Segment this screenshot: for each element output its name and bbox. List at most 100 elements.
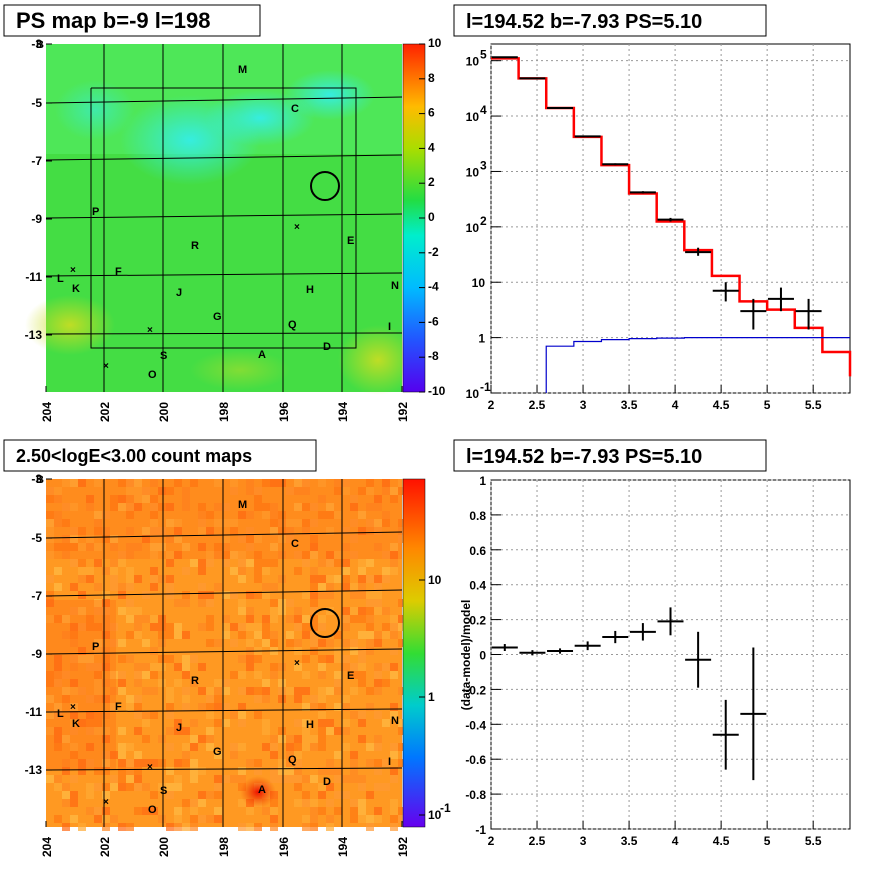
spectrum-y-tick-label: 10 — [466, 387, 480, 401]
count-map-region-label: L — [57, 708, 64, 720]
count-map-title-box — [3, 439, 317, 472]
residual-x-tick-label: 4.5 — [713, 834, 730, 848]
ps-map-y-tick-label: -11 — [25, 270, 42, 284]
svg-text:×: × — [294, 658, 300, 669]
ps-map-cb-tick-label: 10 — [428, 36, 442, 50]
residual-y-ticks: 1 0.8 0.6 0.4 0.2 0 -0.2 -0.4 -0.6 -0.8 -1 — [465, 474, 501, 837]
svg-text:×: × — [147, 325, 153, 336]
ps-map-x-tick-label: 202 — [98, 402, 112, 422]
count-map-region-label: H — [306, 719, 314, 731]
ps-map-region-label: I — [388, 321, 391, 333]
spectrum-y-tick-label: 10 — [466, 55, 480, 69]
count-cb-tick-10: 10 — [428, 573, 442, 587]
count-map-y-tick-label: -13 — [25, 763, 43, 777]
count-map-panel: 2.50<logE<3.00 count maps × — [3, 439, 451, 857]
count-map-region-label: S — [160, 785, 167, 797]
ps-map-region-label: B — [36, 39, 44, 51]
ps-map-cb-tick-label: 0 — [428, 210, 435, 224]
ps-map-x-tick-label: 194 — [336, 402, 350, 422]
count-map-x-tick-label: 194 — [336, 837, 350, 857]
ps-map-region-label: G — [213, 311, 222, 323]
ps-map-cb-tick-label: -6 — [428, 314, 439, 328]
spectrum-x-tick-label: 3.5 — [621, 398, 638, 412]
residual-x-tick-label: 2 — [488, 834, 495, 848]
residual-y-axis-label: (data-model)/model — [459, 600, 473, 711]
count-map-heatmap: × × × × M C P R E LK F J H N G Q I D A SO B — [36, 474, 406, 831]
ps-map-title: PS map b=-9 l=198 — [16, 8, 210, 33]
count-map-y-tick-label: -5 — [31, 531, 42, 545]
ps-map-y-tick-label: -5 — [31, 96, 42, 110]
ps-map-region-label: M — [238, 64, 247, 76]
residual-y-tick-label: -0.4 — [465, 718, 486, 732]
residual-title-box — [453, 439, 767, 472]
count-map-y-tick-label: -11 — [25, 705, 42, 719]
count-map-region-label: C — [291, 538, 299, 550]
svg-text:×: × — [103, 361, 109, 372]
ps-map-region-label: J — [176, 287, 182, 299]
residual-grid — [490, 479, 850, 830]
ps-map-cb-tick-label: 4 — [428, 140, 435, 154]
residual-x-tick-label: 5 — [764, 834, 771, 848]
residual-x-tick-label: 3 — [580, 834, 587, 848]
spectrum-title: l=194.52 b=-7.93 PS=5.10 — [466, 11, 702, 33]
ps-map-grid-lines — [45, 44, 403, 392]
spectrum-x-tick-label: 5.5 — [805, 398, 822, 412]
spectrum-y-tick-exp: 4 — [480, 103, 487, 117]
ps-map-cb-tick-label: -2 — [428, 245, 439, 259]
ps-map-x-tick-label: 192 — [396, 402, 410, 422]
count-map-region-label: G — [213, 746, 222, 758]
count-map-colorbar-ticks: 10 1 10 -1 — [419, 573, 451, 822]
svg-text:×: × — [70, 265, 76, 276]
ps-map-y-tick-label: -13 — [25, 328, 43, 342]
count-map-title: 2.50<logE<3.00 count maps — [16, 446, 252, 466]
ps-map-x-tick-label: 200 — [157, 402, 171, 422]
ps-map-region-label: O — [148, 369, 157, 381]
residual-plot-area — [490, 479, 851, 830]
count-map-x-tick-label: 192 — [396, 837, 410, 857]
count-map-region-label: P — [92, 641, 99, 653]
ps-map-region-label: R — [191, 240, 199, 252]
ps-map-region-label: H — [306, 284, 314, 296]
ps-map-cb-tick-label: 6 — [428, 106, 435, 120]
residual-y-tick-label: -0.6 — [465, 753, 486, 767]
count-map-y-tick-label: -7 — [31, 589, 42, 603]
residual-title: l=194.52 b=-7.93 PS=5.10 — [466, 446, 702, 468]
residual-x-ticks: 2 2.5 3 3.5 4 4.5 5 5.5 — [488, 821, 822, 848]
count-map-x-tick-label: 200 — [157, 837, 171, 857]
spectrum-y-tick-exp: 5 — [480, 48, 487, 62]
residual-y-tick-label: -0.8 — [465, 788, 486, 802]
spectrum-x-tick-label: 5 — [764, 398, 771, 412]
ps-map-region-labels: M C P R E LK F J H N G Q I D A SO B — [36, 39, 399, 381]
count-map-pixels — [46, 479, 406, 831]
spectrum-x-tick-label: 2.5 — [529, 398, 546, 412]
residual-y-tick-label: 0.8 — [469, 509, 486, 523]
ps-map-cb-tick-label: -10 — [428, 384, 446, 398]
count-map-region-label: O — [148, 804, 157, 816]
ps-map-x-tick-label: 196 — [277, 402, 291, 422]
spectrum-x-tick-label: 2 — [488, 398, 495, 412]
count-map-region-label: R — [191, 675, 199, 687]
residual-x-tick-label: 3.5 — [621, 834, 638, 848]
ps-map-region-label: F — [115, 266, 122, 278]
spectrum-y-tick-label: 10 — [472, 276, 486, 290]
spectrum-title-box — [453, 4, 767, 37]
residual-x-tick-label: 2.5 — [529, 834, 546, 848]
ps-map-x-ticks: 204 202 200 198 196 194 192 — [40, 386, 410, 422]
spectrum-x-tick-label: 3 — [580, 398, 587, 412]
count-map-region-label: Q — [288, 754, 297, 766]
spectrum-y-tick-exp: 2 — [480, 214, 487, 228]
ps-map-heatmap: × × × × M C P R E LK F J H N G Q I D A SO B — [25, 39, 418, 395]
residual-series — [491, 607, 767, 781]
ps-map-colorbar-ticks: 10 8 6 4 2 0 -2 -4 -6 -8 -10 — [419, 36, 446, 398]
spectrum-x-ticks: 2 2.5 3 3.5 4 4.5 5 5.5 — [488, 385, 822, 412]
count-map-x-tick-label: 204 — [40, 837, 54, 857]
count-map-region-label: E — [347, 670, 354, 682]
count-map-x-tick-label: 202 — [98, 837, 112, 857]
count-cb-tick-base: 10 — [428, 808, 442, 822]
count-map-x-ticks: 204 202 200 198 196 194 192 — [40, 821, 410, 857]
ps-map-region-label: S — [160, 350, 167, 362]
ps-map-title-box — [3, 4, 261, 37]
ps-map-x-tick-label: 204 — [40, 402, 54, 422]
count-map-y-tick-label: -9 — [31, 647, 42, 661]
